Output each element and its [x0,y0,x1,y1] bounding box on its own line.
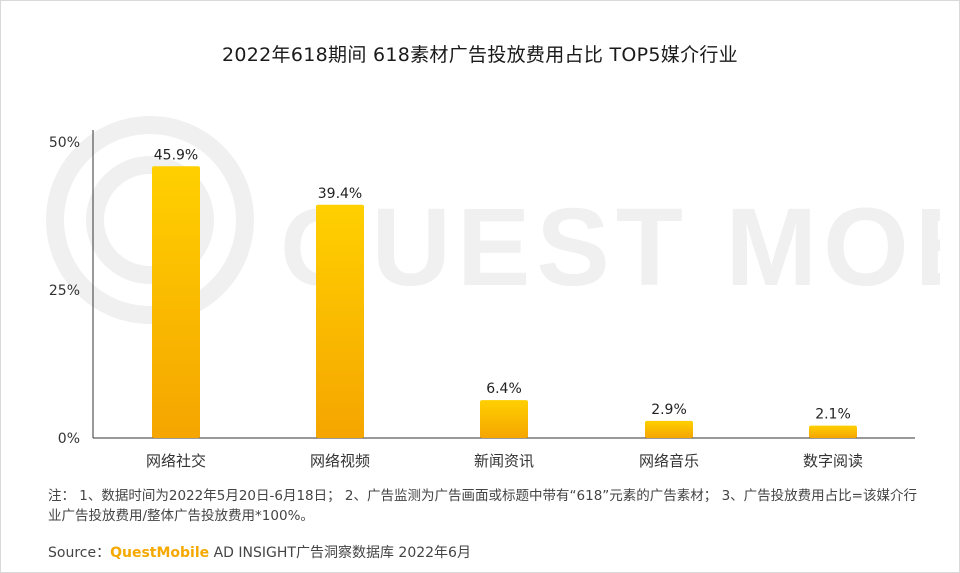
bar-3 [480,400,528,438]
bar-4 [645,420,693,438]
x-tick-label: 网络音乐 [639,452,699,470]
bar-1 [152,166,200,438]
bar-value-label: 39.4% [318,186,362,202]
bar-value-label: 2.9% [651,402,687,418]
x-tick-label: 新闻资讯 [474,452,534,470]
x-tick-label: 数字阅读 [803,452,863,470]
footnote: 注： 1、数据时间为2022年5月20日-6月18日； 2、广告监测为广告画面或… [48,488,917,524]
bar-chart: 0% 25% 50% 45.9% 网络社交 39.4% 网络视频 6.4% 新闻资讯 2.9% 网… [49,130,915,470]
bar-value-label: 6.4% [486,381,522,397]
y-tick-label: 0% [58,431,80,447]
source-line: Source：QuestMobile AD INSIGHT广告洞察数据库 202… [48,542,471,562]
chart-title: 2022年618期间 618素材广告投放费用占比 TOP5媒介行业 [222,44,738,66]
source-prefix: Source： [48,545,111,561]
bar-value-label: 45.9% [154,147,198,163]
x-tick-label: 网络视频 [310,452,370,470]
source-rest: AD INSIGHT广告洞察数据库 2022年6月 [209,545,471,561]
bar-2 [316,204,364,438]
y-tick-label: 25% [49,283,80,299]
x-tick-label: 网络社交 [146,452,206,470]
bar-5 [809,425,857,438]
y-tick-label: 50% [49,135,80,151]
bar-value-label: 2.1% [815,407,851,423]
source-brand: QuestMobile [110,545,210,561]
watermark-text: QUEST MOBILE [280,186,940,309]
watermark-logo: QUEST MOBILE [46,116,940,324]
